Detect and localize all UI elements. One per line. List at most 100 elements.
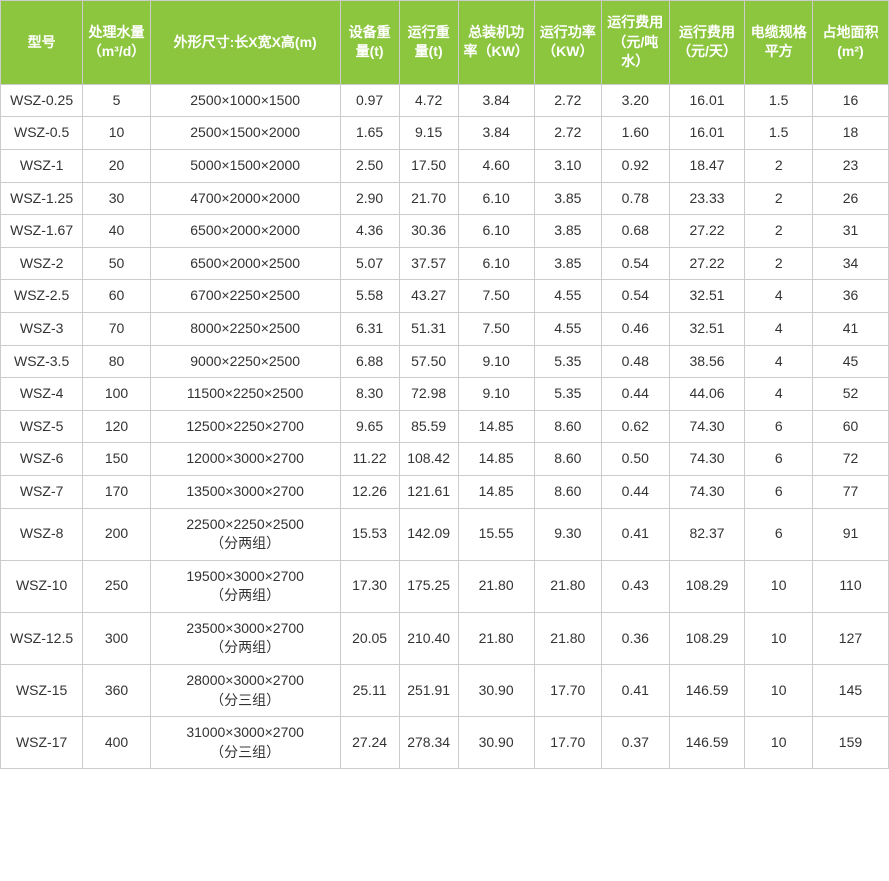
- cell-run_power: 3.85: [534, 182, 601, 215]
- cell-run_power: 5.35: [534, 378, 601, 411]
- cell-cost_per_ton: 0.46: [602, 312, 669, 345]
- cell-cable_spec: 10: [745, 612, 812, 664]
- cell-model: WSZ-1.67: [1, 215, 83, 248]
- col-total-power: 总装机功率（KW）: [458, 1, 534, 85]
- cell-equip_weight: 5.58: [340, 280, 399, 313]
- cell-total_power: 7.50: [458, 280, 534, 313]
- cell-dimensions: 2500×1500×2000: [150, 117, 340, 150]
- cell-total_power: 9.10: [458, 378, 534, 411]
- cell-model: WSZ-5: [1, 410, 83, 443]
- cell-cable_spec: 10: [745, 717, 812, 769]
- cell-cost_per_ton: 0.41: [602, 665, 669, 717]
- cell-total_power: 3.84: [458, 117, 534, 150]
- cell-cable_spec: 6: [745, 508, 812, 560]
- cell-cost_per_day: 32.51: [669, 312, 745, 345]
- cell-water: 40: [83, 215, 150, 248]
- cell-equip_weight: 1.65: [340, 117, 399, 150]
- table-row: WSZ-2.5606700×2250×25005.5843.277.504.55…: [1, 280, 889, 313]
- cell-model: WSZ-17: [1, 717, 83, 769]
- cell-cost_per_ton: 0.78: [602, 182, 669, 215]
- cell-cost_per_ton: 0.36: [602, 612, 669, 664]
- cell-model: WSZ-6: [1, 443, 83, 476]
- cell-cable_spec: 2: [745, 182, 812, 215]
- cell-model: WSZ-7: [1, 475, 83, 508]
- cell-line: 31000×3000×2700: [186, 724, 304, 740]
- cell-cost_per_day: 146.59: [669, 717, 745, 769]
- cell-cable_spec: 6: [745, 410, 812, 443]
- cell-cost_per_day: 18.47: [669, 149, 745, 182]
- cell-line: 22500×2250×2500: [186, 516, 304, 532]
- cell-footprint: 52: [812, 378, 888, 411]
- cell-equip_weight: 20.05: [340, 612, 399, 664]
- cell-cost_per_ton: 0.50: [602, 443, 669, 476]
- cell-run_weight: 37.57: [399, 247, 458, 280]
- cell-run_power: 21.80: [534, 560, 601, 612]
- table-row: WSZ-3708000×2250×25006.3151.317.504.550.…: [1, 312, 889, 345]
- cell-total_power: 6.10: [458, 182, 534, 215]
- cell-line: 28000×3000×2700: [186, 672, 304, 688]
- col-cable-spec: 电缆规格平方: [745, 1, 812, 85]
- cell-cost_per_day: 16.01: [669, 117, 745, 150]
- cell-water: 170: [83, 475, 150, 508]
- cell-dimensions: 13500×3000×2700: [150, 475, 340, 508]
- cell-run_weight: 175.25: [399, 560, 458, 612]
- cell-cable_spec: 10: [745, 560, 812, 612]
- cell-cost_per_day: 44.06: [669, 378, 745, 411]
- cell-cable_spec: 1.5: [745, 84, 812, 117]
- cell-dimensions: 6500×2000×2000: [150, 215, 340, 248]
- cell-cost_per_ton: 0.68: [602, 215, 669, 248]
- cell-total_power: 21.80: [458, 612, 534, 664]
- cell-run_power: 8.60: [534, 475, 601, 508]
- cell-dimensions: 19500×3000×2700（分两组）: [150, 560, 340, 612]
- cell-run_weight: 85.59: [399, 410, 458, 443]
- col-cost-per-ton: 运行费用（元/吨水）: [602, 1, 669, 85]
- cell-cost_per_ton: 0.54: [602, 280, 669, 313]
- cell-model: WSZ-4: [1, 378, 83, 411]
- cell-cable_spec: 4: [745, 280, 812, 313]
- cell-footprint: 60: [812, 410, 888, 443]
- cell-water: 30: [83, 182, 150, 215]
- cell-equip_weight: 27.24: [340, 717, 399, 769]
- cell-equip_weight: 9.65: [340, 410, 399, 443]
- cell-run_power: 8.60: [534, 410, 601, 443]
- cell-cable_spec: 2: [745, 215, 812, 248]
- cell-dimensions: 9000×2250×2500: [150, 345, 340, 378]
- cell-equip_weight: 2.50: [340, 149, 399, 182]
- cell-water: 10: [83, 117, 150, 150]
- cell-water: 300: [83, 612, 150, 664]
- table-row: WSZ-1025019500×3000×2700（分两组）17.30175.25…: [1, 560, 889, 612]
- cell-water: 100: [83, 378, 150, 411]
- cell-run_weight: 142.09: [399, 508, 458, 560]
- cell-run_weight: 251.91: [399, 665, 458, 717]
- cell-dimensions: 8000×2250×2500: [150, 312, 340, 345]
- cell-cost_per_ton: 0.44: [602, 475, 669, 508]
- cell-dimensions: 23500×3000×2700（分两组）: [150, 612, 340, 664]
- cell-footprint: 31: [812, 215, 888, 248]
- cell-run_weight: 108.42: [399, 443, 458, 476]
- cell-equip_weight: 8.30: [340, 378, 399, 411]
- cell-footprint: 41: [812, 312, 888, 345]
- cell-model: WSZ-15: [1, 665, 83, 717]
- cell-cost_per_day: 27.22: [669, 215, 745, 248]
- cell-run_weight: 57.50: [399, 345, 458, 378]
- table-header: 型号 处理水量（m³/d） 外形尺寸:长X宽X高(m) 设备重量(t) 运行重量…: [1, 1, 889, 85]
- cell-dimensions: 12000×3000×2700: [150, 443, 340, 476]
- cell-run_weight: 30.36: [399, 215, 458, 248]
- cell-water: 150: [83, 443, 150, 476]
- cell-model: WSZ-2: [1, 247, 83, 280]
- cell-model: WSZ-10: [1, 560, 83, 612]
- col-cost-per-day: 运行费用（元/天）: [669, 1, 745, 85]
- cell-water: 20: [83, 149, 150, 182]
- cell-footprint: 127: [812, 612, 888, 664]
- cell-run_power: 17.70: [534, 717, 601, 769]
- cell-run_power: 5.35: [534, 345, 601, 378]
- cell-run_weight: 17.50: [399, 149, 458, 182]
- table-row: WSZ-2506500×2000×25005.0737.576.103.850.…: [1, 247, 889, 280]
- cell-footprint: 77: [812, 475, 888, 508]
- cell-equip_weight: 2.90: [340, 182, 399, 215]
- table-row: WSZ-512012500×2250×27009.6585.5914.858.6…: [1, 410, 889, 443]
- table-row: WSZ-1740031000×3000×2700（分三组）27.24278.34…: [1, 717, 889, 769]
- cell-total_power: 3.84: [458, 84, 534, 117]
- cell-total_power: 21.80: [458, 560, 534, 612]
- cell-footprint: 18: [812, 117, 888, 150]
